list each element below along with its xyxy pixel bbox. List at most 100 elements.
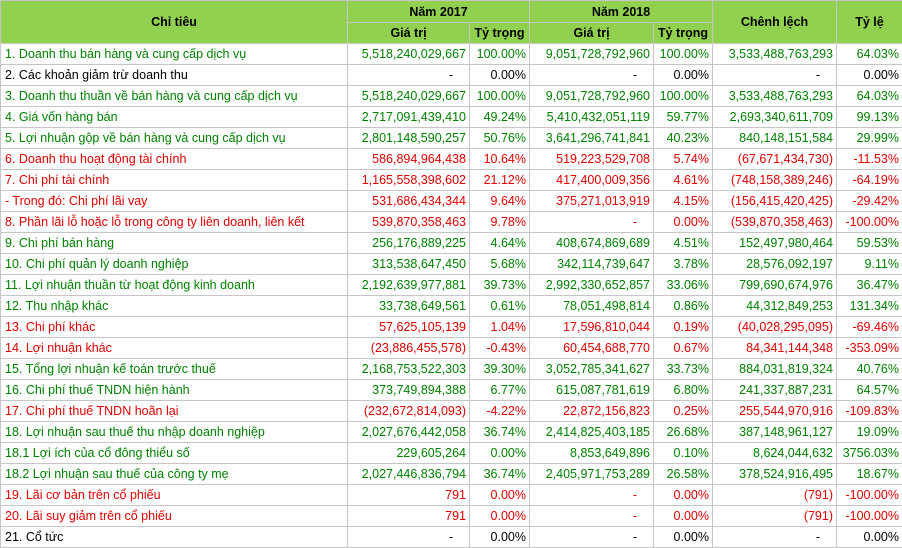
- share-2018: 100.00%: [654, 44, 713, 65]
- share-2017: 39.30%: [470, 359, 530, 380]
- value-2018: 408,674,869,689: [530, 233, 654, 254]
- value-2017: 2,027,446,836,794: [348, 464, 470, 485]
- row-label: 1. Doanh thu bán hàng và cung cấp dịch v…: [1, 44, 348, 65]
- change-rate: 64.57%: [837, 380, 902, 401]
- difference: 152,497,980,464: [713, 233, 837, 254]
- difference: 387,148,961,127: [713, 422, 837, 443]
- row-label: 11. Lợi nhuận thuần từ hoạt động kinh do…: [1, 275, 348, 296]
- difference: -: [713, 527, 837, 548]
- change-rate: 9.11%: [837, 254, 902, 275]
- change-rate: 0.00%: [837, 527, 902, 548]
- change-rate: 3756.03%: [837, 443, 902, 464]
- share-2017: 10.64%: [470, 149, 530, 170]
- value-2017: 373,749,894,388: [348, 380, 470, 401]
- value-2018: 9,051,728,792,960: [530, 86, 654, 107]
- share-2018: 4.51%: [654, 233, 713, 254]
- table-row: 14. Lợi nhuận khác(23,886,455,578)-0.43%…: [1, 338, 902, 359]
- value-2017: 313,538,647,450: [348, 254, 470, 275]
- value-2017: 2,801,148,590,257: [348, 128, 470, 149]
- share-2017: 4.64%: [470, 233, 530, 254]
- value-2017: (23,886,455,578): [348, 338, 470, 359]
- value-2017: 2,192,639,977,881: [348, 275, 470, 296]
- header-ty-le: Tỷ lệ: [837, 1, 902, 44]
- change-rate: 29.99%: [837, 128, 902, 149]
- share-2017: 49.24%: [470, 107, 530, 128]
- value-2017: 2,717,091,439,410: [348, 107, 470, 128]
- value-2018: 8,853,649,896: [530, 443, 654, 464]
- share-2018: 26.58%: [654, 464, 713, 485]
- table-row: 1. Doanh thu bán hàng và cung cấp dịch v…: [1, 44, 902, 65]
- header-chi-tieu: Chỉ tiêu: [1, 1, 348, 44]
- change-rate: -100.00%: [837, 212, 902, 233]
- row-label: 6. Doanh thu hoạt động tài chính: [1, 149, 348, 170]
- header-nam-2017: Năm 2017: [348, 1, 530, 23]
- share-2017: 0.00%: [470, 527, 530, 548]
- value-2017: 2,027,676,442,058: [348, 422, 470, 443]
- value-2017: 229,605,264: [348, 443, 470, 464]
- difference: 378,524,916,495: [713, 464, 837, 485]
- value-2017: 539,870,358,463: [348, 212, 470, 233]
- share-2018: 59.77%: [654, 107, 713, 128]
- difference: (67,671,434,730): [713, 149, 837, 170]
- change-rate: 18.67%: [837, 464, 902, 485]
- difference: 44,312,849,253: [713, 296, 837, 317]
- share-2018: 0.19%: [654, 317, 713, 338]
- row-label: 16. Chi phí thuế TNDN hiện hành: [1, 380, 348, 401]
- value-2017: 5,518,240,029,667: [348, 44, 470, 65]
- share-2018: 26.68%: [654, 422, 713, 443]
- share-2017: 9.78%: [470, 212, 530, 233]
- change-rate: 19.09%: [837, 422, 902, 443]
- header-gia-tri-2018: Giá trị: [530, 23, 654, 44]
- table-row: 17. Chi phí thuế TNDN hoãn lại(232,672,8…: [1, 401, 902, 422]
- value-2018: 22,872,156,823: [530, 401, 654, 422]
- row-label: 19. Lãi cơ bản trên cổ phiếu: [1, 485, 348, 506]
- share-2017: 39.73%: [470, 275, 530, 296]
- row-label: 15. Tổng lợi nhuận kế toán trước thuế: [1, 359, 348, 380]
- difference: 8,624,044,632: [713, 443, 837, 464]
- table-row: 2. Các khoản giảm trừ doanh thu-0.00%-0.…: [1, 65, 902, 86]
- value-2018: 9,051,728,792,960: [530, 44, 654, 65]
- table-row: 8. Phần lãi lỗ hoặc lỗ trong công ty liê…: [1, 212, 902, 233]
- value-2018: 60,454,688,770: [530, 338, 654, 359]
- share-2018: 0.00%: [654, 212, 713, 233]
- value-2018: 615,087,781,619: [530, 380, 654, 401]
- share-2017: 36.74%: [470, 464, 530, 485]
- share-2017: 5.68%: [470, 254, 530, 275]
- share-2017: 1.04%: [470, 317, 530, 338]
- header-chenh-lech: Chênh lệch: [713, 1, 837, 44]
- value-2018: 375,271,013,919: [530, 191, 654, 212]
- share-2017: 0.00%: [470, 506, 530, 527]
- change-rate: -109.83%: [837, 401, 902, 422]
- value-2018: 78,051,498,814: [530, 296, 654, 317]
- header-ty-trong-2018: Tỷ trọng: [654, 23, 713, 44]
- share-2018: 0.25%: [654, 401, 713, 422]
- change-rate: 0.00%: [837, 65, 902, 86]
- difference: 84,341,144,348: [713, 338, 837, 359]
- share-2017: 0.00%: [470, 443, 530, 464]
- difference: (791): [713, 485, 837, 506]
- table-row: 11. Lợi nhuận thuần từ hoạt động kinh do…: [1, 275, 902, 296]
- value-2017: 5,518,240,029,667: [348, 86, 470, 107]
- table-row: 3. Doanh thu thuần về bán hàng và cung c…: [1, 86, 902, 107]
- difference: (748,158,389,246): [713, 170, 837, 191]
- value-2017: -: [348, 527, 470, 548]
- share-2017: -0.43%: [470, 338, 530, 359]
- row-label: 8. Phần lãi lỗ hoặc lỗ trong công ty liê…: [1, 212, 348, 233]
- value-2017: (232,672,814,093): [348, 401, 470, 422]
- share-2017: 0.61%: [470, 296, 530, 317]
- difference: (791): [713, 506, 837, 527]
- row-label: 21. Cổ tức: [1, 527, 348, 548]
- share-2018: 0.67%: [654, 338, 713, 359]
- value-2017: 1,165,558,398,602: [348, 170, 470, 191]
- row-label: 2. Các khoản giảm trừ doanh thu: [1, 65, 348, 86]
- share-2017: 50.76%: [470, 128, 530, 149]
- value-2017: -: [348, 65, 470, 86]
